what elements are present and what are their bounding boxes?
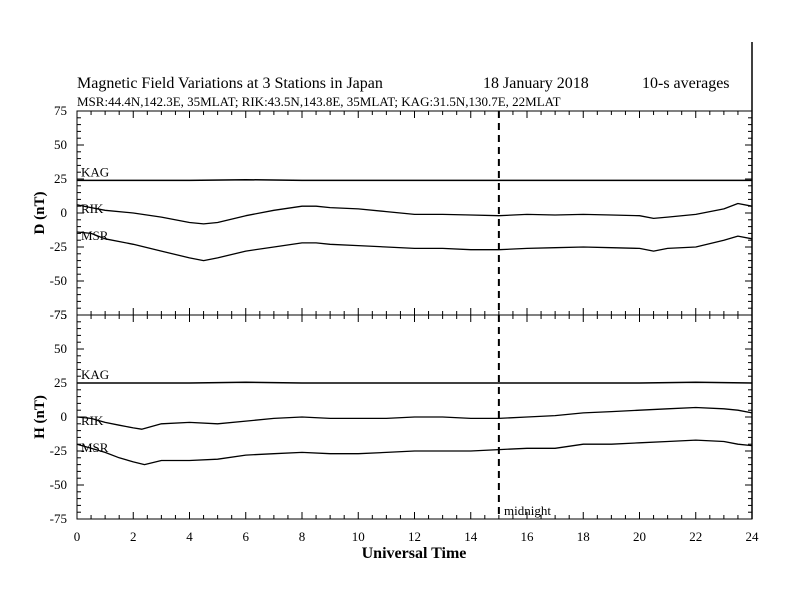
series-kag-line-d [77, 178, 752, 182]
x-tick-label: 4 [186, 529, 193, 544]
x-tick-label: 8 [299, 529, 306, 544]
series-kag-label-d: KAG [81, 164, 109, 179]
chart-date: 18 January 2018 [483, 75, 589, 92]
x-tick-label: 0 [74, 529, 81, 544]
panel-d-ytick-label: -50 [50, 273, 67, 288]
panel-h-ytick-label: 75 [54, 307, 67, 322]
x-tick-label: 6 [243, 529, 250, 544]
x-tick-label: 24 [746, 529, 760, 544]
panel-h-ytick-label: -50 [50, 477, 67, 492]
x-axis-label: Universal Time [362, 545, 467, 562]
series-kag-line-h [77, 381, 753, 384]
series-rik-line-d [76, 202, 753, 225]
panel-h-ylabel: H (nT) [32, 395, 48, 439]
series-rik-label-h: RIK [81, 413, 104, 428]
x-tick-label: 14 [464, 529, 478, 544]
x-tick-label: 16 [521, 529, 535, 544]
panel-d-ytick-label: 25 [54, 171, 67, 186]
x-tick-label: 20 [633, 529, 646, 544]
series-rik-line-h [76, 406, 753, 430]
panel-d-ytick-label: 75 [54, 103, 67, 118]
panel-h-ytick-label: 0 [61, 409, 68, 424]
chart-title: Magnetic Field Variations at 3 Stations … [77, 75, 383, 92]
series-rik-label-d: RIK [81, 201, 104, 216]
x-tick-label: 2 [130, 529, 137, 544]
panel-d-ylabel: D (nT) [32, 192, 48, 235]
chart-marks: 75 50 25 0 -25 -50 -75 KAG RIK MSR 75 50 25 0 -25 -50 -7… [50, 103, 759, 544]
x-tick-label: 10 [352, 529, 365, 544]
panel-h-ytick-label: -75 [50, 511, 67, 526]
panel-d-ytick-label: 50 [54, 137, 67, 152]
series-msr-label-h: MSR [81, 440, 109, 455]
chart-averaging: 10-s averages [642, 75, 730, 92]
series-msr-line-d [76, 231, 753, 262]
x-tick-label: 18 [577, 529, 590, 544]
panel-h-ytick-label: -25 [50, 443, 67, 458]
panel-d-ytick-label: -75 [50, 307, 67, 322]
panel-d-ytick-label: 0 [61, 205, 68, 220]
panel-h-ytick-label: 25 [54, 375, 67, 390]
panel-d-frame [76, 110, 753, 316]
chart-subtitle: MSR:44.4N,142.3E, 35MLAT; RIK:43.5N,143.… [77, 94, 561, 109]
panel-d-ytick-label: -25 [50, 239, 67, 254]
series-kag-label-h: KAG [81, 367, 109, 382]
series-msr-line-h [76, 439, 753, 466]
x-tick-label: 22 [689, 529, 702, 544]
series-msr-label-d: MSR [81, 228, 109, 243]
midnight-annotation: midnight [504, 503, 551, 518]
panel-h-ytick-label: 50 [54, 341, 67, 356]
x-tick-label: 12 [408, 529, 421, 544]
